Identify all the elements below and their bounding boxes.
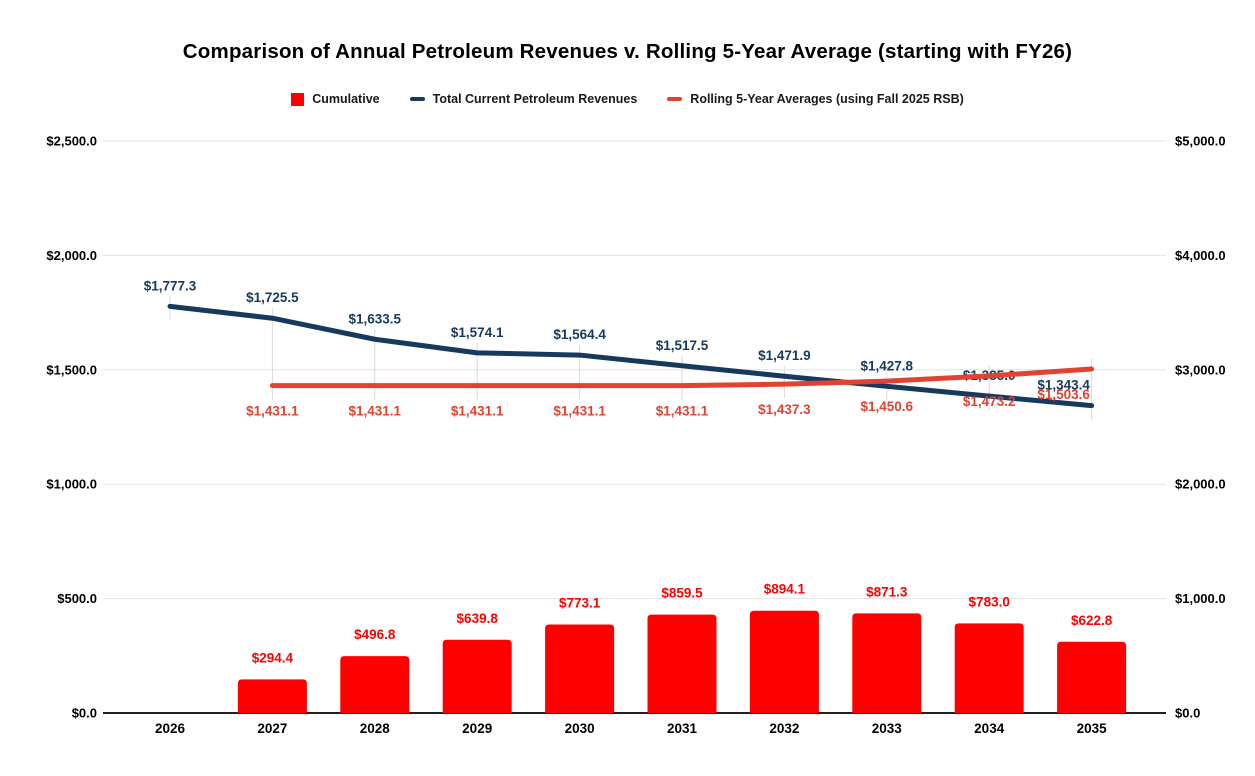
x-axis-label-2032: 2032 bbox=[769, 721, 799, 736]
bar-2030[interactable] bbox=[545, 624, 615, 713]
bar-value-label: $622.8 bbox=[1071, 613, 1113, 628]
total-revenues-value-label: $1,633.5 bbox=[349, 311, 402, 326]
chart-legend: Cumulative Total Current Petroleum Reven… bbox=[0, 92, 1255, 106]
rolling-average-value-label: $1,431.1 bbox=[451, 404, 504, 419]
bar-value-label: $783.0 bbox=[969, 594, 1010, 609]
bar-value-label: $871.3 bbox=[866, 584, 908, 599]
total-revenues-value-label: $1,471.9 bbox=[758, 348, 811, 363]
x-axis-label-2026: 2026 bbox=[155, 721, 186, 736]
right-axis-tick-label: $4,000.0 bbox=[1175, 248, 1226, 263]
legend-item-cumulative[interactable]: Cumulative bbox=[291, 92, 380, 106]
x-axis-label-2027: 2027 bbox=[257, 721, 287, 736]
rolling-average-value-label: $1,437.3 bbox=[758, 402, 811, 417]
bar-value-label: $894.1 bbox=[764, 582, 806, 597]
bar-value-label: $639.8 bbox=[457, 611, 499, 626]
total-revenues-value-label: $1,427.8 bbox=[861, 358, 914, 373]
right-axis-tick-label: $0.0 bbox=[1175, 706, 1200, 721]
x-axis-label-2030: 2030 bbox=[565, 721, 595, 736]
x-axis-label-2031: 2031 bbox=[667, 721, 698, 736]
bar-value-label: $859.5 bbox=[661, 586, 703, 601]
right-axis-tick-label: $1,000.0 bbox=[1175, 591, 1226, 606]
x-axis-label-2029: 2029 bbox=[462, 721, 492, 736]
rolling-average-value-label: $1,431.1 bbox=[246, 404, 299, 419]
rolling-average-value-label: $1,431.1 bbox=[553, 404, 606, 419]
total-revenues-value-label: $1,564.4 bbox=[553, 327, 606, 342]
left-axis-tick-label: $500.0 bbox=[57, 591, 97, 606]
bar-2029[interactable] bbox=[442, 639, 512, 713]
bar-2032[interactable] bbox=[749, 610, 819, 713]
total-revenues-line-swatch-icon bbox=[409, 96, 425, 102]
total-revenues-line bbox=[167, 303, 1095, 409]
left-axis-tick-label: $2,500.0 bbox=[46, 134, 97, 149]
bar-2031[interactable] bbox=[647, 614, 717, 713]
bar-value-label: $773.1 bbox=[559, 596, 601, 611]
legend-item-rolling-averages[interactable]: Rolling 5-Year Averages (using Fall 2025… bbox=[667, 92, 964, 106]
total-revenues-value-label: $1,343.4 bbox=[1037, 378, 1090, 393]
rolling-average-value-label: $1,473.2 bbox=[963, 394, 1016, 409]
x-axis-label-2035: 2035 bbox=[1077, 721, 1108, 736]
legend-label: Rolling 5-Year Averages (using Fall 2025… bbox=[690, 92, 964, 106]
bar-2028[interactable] bbox=[340, 656, 410, 713]
bar-value-label: $496.8 bbox=[354, 627, 396, 642]
right-axis-tick-label: $5,000.0 bbox=[1175, 134, 1226, 149]
total-revenues-value-label: $1,777.3 bbox=[144, 278, 197, 293]
total-revenues-value-label: $1,574.1 bbox=[451, 325, 504, 340]
x-axis-label-2033: 2033 bbox=[872, 721, 903, 736]
bar-2027[interactable] bbox=[237, 679, 307, 713]
rolling-average-value-label: $1,450.6 bbox=[861, 399, 914, 414]
left-axis-tick-label: $1,500.0 bbox=[46, 362, 97, 377]
legend-label: Cumulative bbox=[312, 92, 380, 106]
bar-value-label: $294.4 bbox=[252, 650, 294, 665]
right-axis-tick-label: $3,000.0 bbox=[1175, 362, 1226, 377]
total-revenues-value-label: $1,517.5 bbox=[656, 338, 709, 353]
legend-item-total-current-revenues[interactable]: Total Current Petroleum Revenues bbox=[409, 92, 638, 106]
rolling-average-line bbox=[269, 366, 1095, 389]
left-axis-tick-label: $2,000.0 bbox=[46, 248, 97, 263]
left-axis-tick-label: $0.0 bbox=[72, 706, 97, 721]
x-axis-label-2034: 2034 bbox=[974, 721, 1005, 736]
rolling-average-value-label: $1,503.6 bbox=[1037, 387, 1090, 402]
legend-label: Total Current Petroleum Revenues bbox=[432, 92, 638, 106]
total-revenues-value-label: $1,725.5 bbox=[246, 290, 299, 305]
cumulative-swatch-icon bbox=[291, 92, 305, 106]
rolling-averages-line-swatch-icon bbox=[667, 96, 683, 102]
right-axis-tick-label: $2,000.0 bbox=[1175, 477, 1226, 492]
bar-2033[interactable] bbox=[852, 613, 922, 713]
bar-2035[interactable] bbox=[1057, 641, 1127, 713]
left-axis-tick-label: $1,000.0 bbox=[46, 477, 97, 492]
chart-title: Comparison of Annual Petroleum Revenues … bbox=[182, 40, 1073, 63]
x-axis-label-2028: 2028 bbox=[360, 721, 391, 736]
rolling-average-value-label: $1,431.1 bbox=[656, 404, 709, 419]
bar-2034[interactable] bbox=[954, 623, 1024, 713]
rolling-average-value-label: $1,431.1 bbox=[349, 404, 402, 419]
